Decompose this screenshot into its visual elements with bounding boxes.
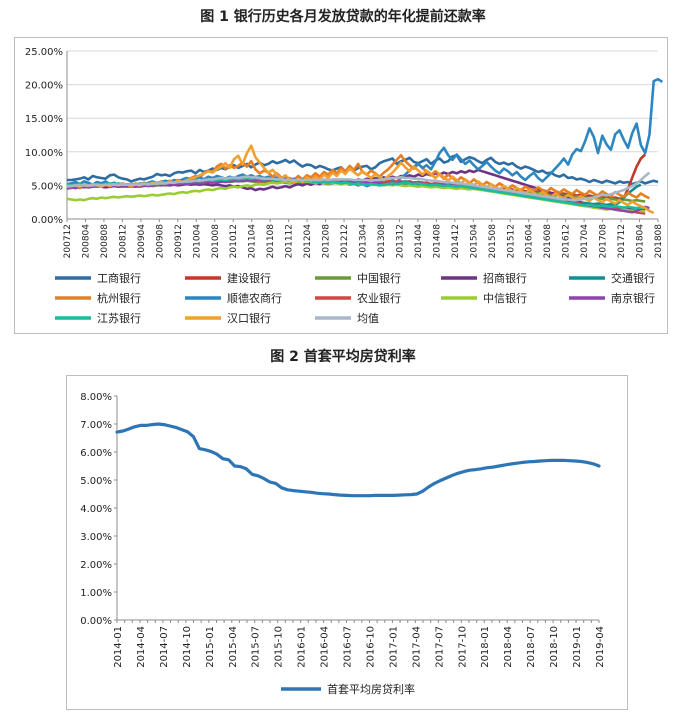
fig1-legend-label: 杭州银行 xyxy=(97,291,141,305)
fig2-y-tick-label: 1.00% xyxy=(80,588,112,599)
fig1-x-tick-label: 200912 xyxy=(174,224,184,258)
fig1-x-tick-label: 200808 xyxy=(100,224,110,259)
fig1-x-tick-label: 201008 xyxy=(211,224,221,259)
fig2-x-tick-label: 2014-07 xyxy=(159,626,170,668)
fig1-x-tick-label: 200804 xyxy=(81,224,91,259)
fig2-y-tick-label: 0.00% xyxy=(80,616,112,627)
fig1-legend-label: 南京银行 xyxy=(611,291,655,305)
fig1-y-tick-label: 10.00% xyxy=(25,148,63,159)
fig2-x-tick-label: 2017-04 xyxy=(411,626,422,668)
fig1-x-tick-label: 201112 xyxy=(285,224,295,258)
figure1-title: 图 1 银行历史各月发放贷款的年化提前还款率 xyxy=(200,9,486,25)
fig1-x-tick-label: 201708 xyxy=(599,224,609,259)
fig2-x-tick-label: 2014-10 xyxy=(182,626,193,668)
fig1-x-tick-label: 201704 xyxy=(580,224,590,259)
fig2-x-tick-label: 2019-01 xyxy=(572,626,583,668)
fig1-y-tick-label: 15.00% xyxy=(25,114,63,125)
fig2-x-tick-label: 2016-07 xyxy=(343,626,354,668)
fig1-series-line xyxy=(66,77,663,188)
fig2-x-tick-label: 2018-04 xyxy=(503,626,514,668)
fig1-legend-label: 汉口银行 xyxy=(227,311,271,325)
fig2-y-tick-label: 3.00% xyxy=(80,532,112,543)
fig1-x-tick-label: 201512 xyxy=(506,224,516,258)
fig1-x-tick-label: 201308 xyxy=(377,224,387,259)
fig1-series-line xyxy=(67,153,659,186)
fig1-y-tick-label: 0.00% xyxy=(31,215,63,226)
fig2-y-tick-label: 8.00% xyxy=(80,392,112,403)
fig1-x-tick-label: 200812 xyxy=(118,224,128,258)
fig1-x-tick-label: 201604 xyxy=(525,224,535,259)
fig1-legend-label: 中信银行 xyxy=(483,291,527,305)
fig1-x-tick-label: 201804 xyxy=(636,224,646,259)
fig1-x-tick-label: 201412 xyxy=(451,224,461,258)
fig1-legend-label: 中国银行 xyxy=(357,271,401,285)
figure2-title: 图 2 首套平均房贷利率 xyxy=(270,349,416,365)
fig1-legend-label: 均值 xyxy=(357,312,379,325)
figure2-chart-area: 0.00% 1.00% 2.00% 3.00% 4.00% 5.00% 6.00% 7.00%… xyxy=(66,375,628,710)
fig2-y-tick-label: 2.00% xyxy=(80,560,112,571)
figure1-chart-area: 0.00% 5.00% 10.00% 15.00% 20.00% 25.00% 200712… xyxy=(14,37,668,334)
fig1-x-tick-label: 201408 xyxy=(432,224,442,259)
fig1-legend-label: 招商银行 xyxy=(483,271,527,285)
figure2-chart: 0.00% 1.00% 2.00% 3.00% 4.00% 5.00% 6.00% 7.00%… xyxy=(80,392,606,696)
fig2-legend-label: 首套平均房贷利率 xyxy=(327,682,415,696)
fig1-x-tick-label: 201608 xyxy=(543,224,553,259)
fig2-x-tick-label: 2015-04 xyxy=(228,626,239,668)
fig1-legend-label: 建设银行 xyxy=(227,271,271,285)
fig1-x-tick-label: 201508 xyxy=(488,224,498,259)
fig1-x-tick-label: 201504 xyxy=(469,224,479,259)
fig1-x-tick-label: 201108 xyxy=(266,224,276,259)
fig1-legend-label: 顺德农商行 xyxy=(227,291,282,305)
fig2-x-tick-label: 2016-01 xyxy=(297,626,308,668)
fig2-x-tick-label: 2018-07 xyxy=(526,626,537,668)
fig1-x-tick-label: 200712 xyxy=(63,224,73,258)
fig1-y-tick-label: 25.00% xyxy=(25,47,63,58)
fig1-x-tick-label: 201612 xyxy=(562,224,572,258)
fig1-x-tick-label: 200908 xyxy=(155,224,165,259)
fig2-x-tick-label: 2017-01 xyxy=(388,626,399,668)
fig1-x-tick-label: 201312 xyxy=(395,224,405,258)
fig1-y-tick-label: 20.00% xyxy=(25,81,63,92)
fig1-x-tick-label: 201204 xyxy=(303,224,313,259)
fig1-x-tick-label: 201304 xyxy=(359,224,369,259)
fig1-x-tick-label: 201208 xyxy=(322,224,332,259)
fig2-y-tick-label: 7.00% xyxy=(80,420,112,431)
fig2-x-tick-label: 2014-01 xyxy=(113,626,124,668)
fig1-legend-label: 工商银行 xyxy=(97,271,141,285)
fig2-x-tick-label: 2015-10 xyxy=(274,626,285,668)
fig1-x-tick-label: 201712 xyxy=(617,224,627,258)
fig1-legend-label: 交通银行 xyxy=(611,271,655,285)
fig1-x-tick-label: 201212 xyxy=(340,224,350,258)
fig2-x-tick-label: 2015-07 xyxy=(251,626,262,668)
fig1-x-tick-label: 201808 xyxy=(654,224,664,259)
fig2-x-tick-label: 2017-10 xyxy=(457,626,468,668)
fig1-x-tick-label: 200904 xyxy=(137,224,147,259)
fig2-x-tick-label: 2015-01 xyxy=(205,626,216,668)
fig2-y-tick-label: 6.00% xyxy=(80,448,112,459)
fig1-x-tick-label: 201404 xyxy=(414,224,424,259)
fig1-y-tick-label: 5.00% xyxy=(31,181,63,192)
fig2-x-tick-label: 2018-01 xyxy=(480,626,491,668)
fig2-x-tick-label: 2019-04 xyxy=(595,626,606,668)
fig2-x-tick-label: 2016-04 xyxy=(320,626,331,668)
fig1-x-tick-label: 201004 xyxy=(192,224,202,259)
figure1-chart: 0.00% 5.00% 10.00% 15.00% 20.00% 25.00% 200712… xyxy=(25,47,664,325)
fig2-series-line xyxy=(115,422,601,498)
fig2-x-tick-label: 2014-04 xyxy=(136,626,147,668)
fig2-x-tick-label: 2016-10 xyxy=(365,626,376,668)
fig1-legend-label: 农业银行 xyxy=(357,291,401,305)
fig1-x-tick-label: 201104 xyxy=(248,224,258,259)
fig2-x-tick-label: 2017-07 xyxy=(434,626,445,668)
fig1-x-tick-label: 201012 xyxy=(229,224,239,258)
fig1-legend-label: 江苏银行 xyxy=(97,311,141,325)
fig2-y-tick-label: 5.00% xyxy=(80,476,112,487)
fig1-series-line xyxy=(67,171,651,202)
fig2-x-tick-label: 2018-10 xyxy=(549,626,560,668)
fig2-y-tick-label: 4.00% xyxy=(80,504,112,515)
